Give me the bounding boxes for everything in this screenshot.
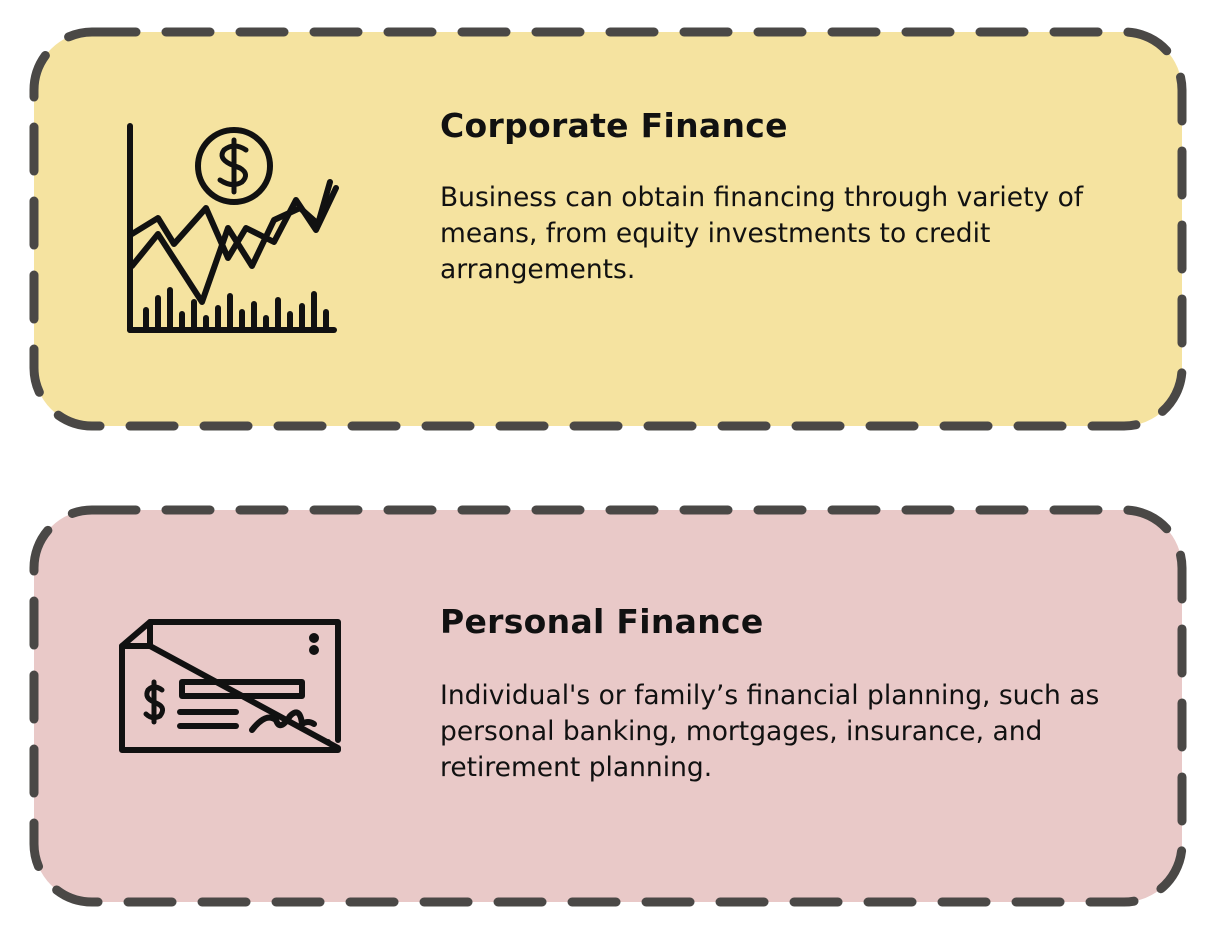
card-description: Business can obtain financing through va… — [440, 182, 1084, 285]
card-title: Corporate Finance — [440, 106, 788, 145]
card-description: Individual's or family’s financial plann… — [440, 680, 1100, 783]
personal-finance-text: Personal Finance Individual's or family’… — [440, 602, 1140, 786]
card-title: Personal Finance — [440, 602, 764, 641]
corporate-finance-card: Corporate Finance Business can obtain fi… — [28, 26, 1188, 432]
stock-chart-dollar-icon — [127, 123, 339, 333]
card-frame — [29, 505, 1187, 907]
personal-finance-card: Personal Finance Individual's or family’… — [28, 504, 1188, 908]
bank-check-icon — [119, 619, 341, 753]
corporate-finance-text: Corporate Finance Business can obtain fi… — [440, 106, 1140, 288]
